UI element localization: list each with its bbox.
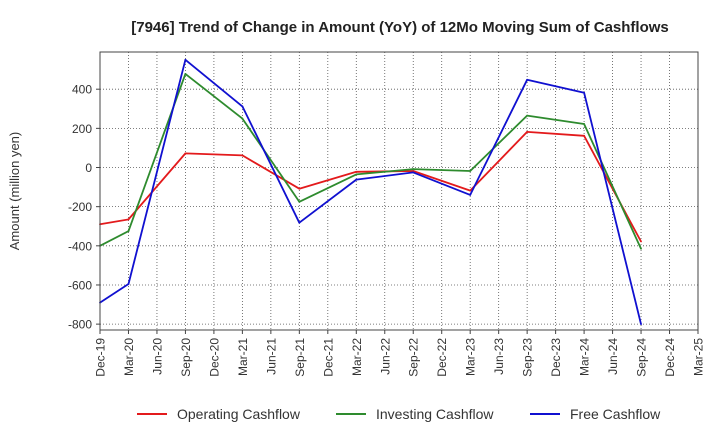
series-lines <box>99 58 642 326</box>
data-point <box>583 123 585 125</box>
data-point <box>127 230 130 233</box>
x-tick-label: Dec-24 <box>663 338 677 377</box>
data-point <box>127 218 130 221</box>
data-point <box>241 105 244 108</box>
y-axis-label: Amount (million yen) <box>7 132 22 251</box>
data-point <box>469 189 472 192</box>
data-point <box>526 78 529 81</box>
x-tick-label: Dec-22 <box>435 338 449 377</box>
x-tick-label: Jun-23 <box>492 338 506 375</box>
data-point <box>640 323 642 326</box>
x-tick-label: Jun-24 <box>606 338 620 375</box>
legend-label-investing-cashflow: Investing Cashflow <box>376 406 494 422</box>
x-tick-label: Mar-21 <box>236 338 250 376</box>
data-point <box>241 154 244 157</box>
y-tick-label: 0 <box>85 161 92 175</box>
data-point <box>583 91 585 94</box>
data-point <box>526 114 529 117</box>
x-tick-label: Jun-22 <box>378 338 392 375</box>
y-axis-ticks: -800 -600 -400 -200 0 200 400 <box>68 83 100 332</box>
data-point <box>469 170 472 172</box>
data-point <box>412 170 415 172</box>
x-tick-label: Dec-20 <box>207 338 221 377</box>
y-tick-label: -600 <box>68 278 92 292</box>
data-point <box>469 194 472 196</box>
x-tick-label: Sep-21 <box>293 338 307 377</box>
y-tick-label: 400 <box>72 83 92 97</box>
series-line-operating-cashflow <box>99 130 642 242</box>
x-tick-label: Dec-19 <box>94 338 108 377</box>
data-point <box>640 247 642 250</box>
x-tick-label: Sep-23 <box>521 338 535 377</box>
data-point <box>298 221 301 224</box>
x-tick-label: Dec-21 <box>321 338 335 377</box>
x-tick-label: Mar-20 <box>122 338 136 376</box>
x-tick-label: Sep-20 <box>179 338 193 377</box>
x-tick-label: Mar-23 <box>464 338 478 376</box>
data-point <box>298 187 301 190</box>
data-point <box>355 170 358 173</box>
data-point <box>241 117 244 120</box>
data-point <box>355 173 358 176</box>
legend: Operating Cashflow Investing Cashflow Free… <box>137 406 661 422</box>
plot-area-frame <box>99 51 699 331</box>
y-tick-label: -800 <box>68 318 92 332</box>
y-tick-label: -400 <box>68 239 92 253</box>
data-point <box>127 283 130 285</box>
x-tick-label: Mar-22 <box>350 338 364 376</box>
data-point <box>184 73 187 75</box>
y-tick-label: 200 <box>72 122 92 136</box>
x-tick-label: Dec-23 <box>549 338 563 377</box>
x-axis-ticks: Dec-19 Mar-20 Jun-20 Sep-20 Dec-20 Mar-21 Jun-… <box>94 330 706 377</box>
chart-title: [7946] Trend of Change in Amount (YoY) o… <box>131 19 669 36</box>
x-tick-label: Mar-24 <box>578 338 592 376</box>
data-point <box>640 240 642 243</box>
legend-label-free-cashflow: Free Cashflow <box>570 406 661 422</box>
x-tick-label: Mar-25 <box>692 338 706 376</box>
data-point <box>412 171 415 174</box>
series-line-investing-cashflow <box>99 73 642 250</box>
y-tick-label: -200 <box>68 200 92 214</box>
data-point <box>298 200 301 203</box>
grid-lines <box>100 52 698 330</box>
data-point <box>412 168 415 170</box>
x-tick-label: Sep-24 <box>635 338 649 377</box>
series-line-free-cashflow <box>99 58 642 325</box>
x-tick-label: Jun-21 <box>264 338 278 375</box>
data-point <box>355 178 358 181</box>
data-point <box>184 58 187 61</box>
x-tick-label: Jun-20 <box>150 338 164 375</box>
data-point <box>583 134 585 137</box>
x-tick-label: Sep-22 <box>407 338 421 377</box>
data-point <box>526 130 529 133</box>
legend-label-operating-cashflow: Operating Cashflow <box>177 406 301 422</box>
data-point <box>184 152 187 155</box>
